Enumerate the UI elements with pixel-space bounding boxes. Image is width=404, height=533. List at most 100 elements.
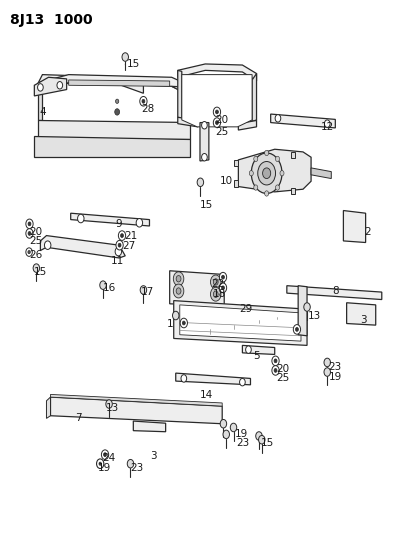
Circle shape (120, 233, 124, 238)
Text: 16: 16 (103, 283, 116, 293)
Polygon shape (38, 75, 143, 93)
Polygon shape (38, 83, 42, 120)
Polygon shape (234, 180, 238, 187)
Circle shape (181, 375, 187, 382)
Circle shape (57, 82, 63, 89)
Circle shape (274, 359, 277, 363)
Text: 25: 25 (215, 127, 228, 137)
Text: 1: 1 (166, 319, 173, 329)
Circle shape (26, 219, 33, 229)
Circle shape (140, 286, 147, 294)
Text: 15: 15 (34, 267, 47, 277)
Circle shape (210, 287, 221, 301)
Circle shape (324, 120, 330, 127)
Circle shape (115, 247, 122, 256)
Circle shape (26, 229, 33, 238)
Circle shape (180, 318, 187, 328)
Polygon shape (133, 421, 166, 432)
Circle shape (202, 154, 207, 161)
Polygon shape (178, 64, 257, 81)
Circle shape (276, 156, 280, 161)
Circle shape (230, 423, 237, 432)
Polygon shape (178, 70, 182, 118)
Polygon shape (182, 75, 252, 127)
Polygon shape (291, 188, 295, 194)
Circle shape (213, 118, 221, 127)
Polygon shape (234, 160, 238, 166)
Text: 21: 21 (125, 231, 138, 240)
Polygon shape (50, 394, 222, 406)
Circle shape (304, 303, 310, 311)
Circle shape (263, 168, 271, 179)
Circle shape (33, 264, 40, 272)
Text: 25: 25 (276, 374, 289, 383)
Circle shape (122, 53, 128, 61)
Circle shape (97, 459, 104, 469)
Text: 19: 19 (329, 373, 342, 382)
Circle shape (265, 191, 269, 196)
Polygon shape (40, 236, 125, 258)
Polygon shape (242, 345, 275, 354)
Circle shape (274, 368, 277, 373)
Circle shape (251, 153, 282, 193)
Polygon shape (34, 77, 67, 96)
Circle shape (272, 366, 279, 375)
Polygon shape (238, 120, 257, 130)
Text: 4: 4 (39, 107, 46, 117)
Circle shape (293, 325, 301, 334)
Circle shape (28, 251, 30, 254)
Text: 15: 15 (261, 439, 274, 448)
Polygon shape (343, 211, 366, 243)
Polygon shape (287, 286, 382, 300)
Circle shape (140, 96, 147, 106)
Circle shape (213, 107, 221, 117)
Text: 23: 23 (329, 362, 342, 372)
Text: 28: 28 (141, 104, 154, 114)
Circle shape (197, 178, 204, 187)
Text: 8J13  1000: 8J13 1000 (10, 13, 93, 27)
Circle shape (324, 358, 330, 367)
Circle shape (265, 150, 269, 156)
Text: 5: 5 (253, 351, 260, 361)
Polygon shape (291, 152, 295, 158)
Circle shape (259, 435, 265, 444)
Circle shape (78, 214, 84, 223)
Circle shape (173, 311, 179, 320)
Polygon shape (38, 75, 194, 96)
Circle shape (101, 450, 109, 459)
Text: 10: 10 (220, 176, 233, 186)
Circle shape (38, 84, 43, 91)
Circle shape (127, 459, 134, 468)
Circle shape (213, 291, 218, 297)
Circle shape (240, 378, 245, 386)
Polygon shape (38, 120, 190, 139)
Polygon shape (170, 271, 224, 306)
Circle shape (249, 171, 253, 176)
Text: 23: 23 (236, 439, 249, 448)
Text: 15: 15 (200, 200, 213, 209)
Circle shape (221, 286, 225, 290)
Circle shape (220, 419, 227, 428)
Polygon shape (50, 397, 222, 424)
Text: 24: 24 (103, 454, 116, 463)
Polygon shape (347, 303, 376, 325)
Circle shape (275, 115, 281, 122)
Circle shape (280, 171, 284, 176)
Text: 19: 19 (235, 430, 248, 439)
Polygon shape (172, 86, 194, 122)
Text: 22: 22 (212, 279, 225, 288)
Circle shape (28, 222, 31, 226)
Circle shape (28, 231, 31, 236)
Text: 15: 15 (127, 59, 140, 69)
Circle shape (176, 276, 181, 282)
Text: 25: 25 (29, 237, 42, 246)
Circle shape (26, 248, 32, 256)
Polygon shape (180, 305, 301, 341)
Circle shape (210, 275, 221, 289)
Polygon shape (271, 114, 335, 128)
Text: 13: 13 (308, 311, 321, 320)
Circle shape (256, 432, 262, 440)
Polygon shape (178, 117, 198, 127)
Text: 9: 9 (116, 219, 122, 229)
Text: 19: 19 (98, 463, 111, 473)
